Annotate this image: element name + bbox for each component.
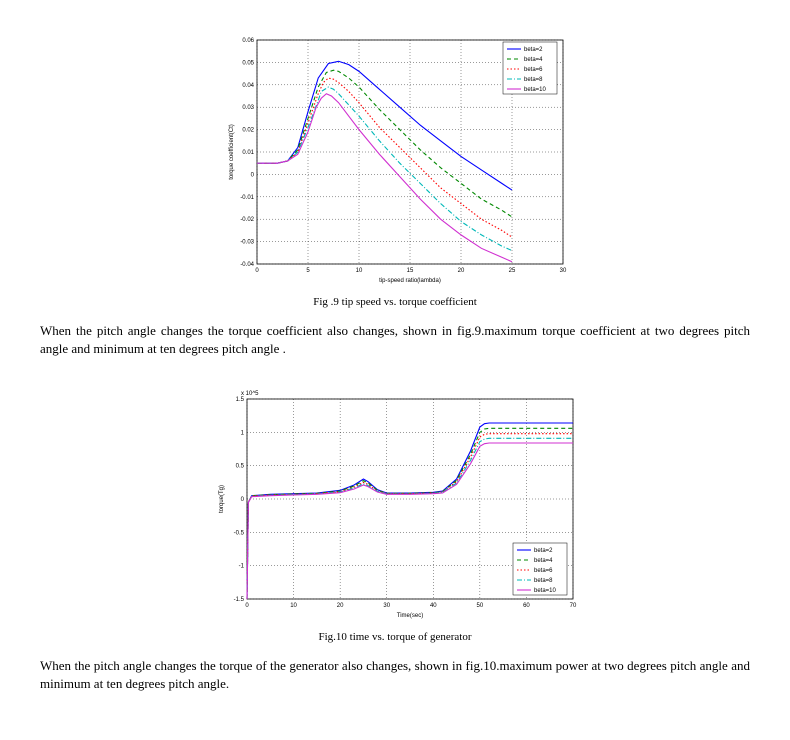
svg-text:30: 30 [383, 603, 390, 609]
svg-text:15: 15 [407, 268, 414, 274]
svg-text:50: 50 [477, 603, 484, 609]
svg-text:10: 10 [356, 268, 363, 274]
svg-text:-0.01: -0.01 [240, 195, 254, 201]
svg-text:-0.02: -0.02 [240, 217, 254, 223]
svg-text:beta=2: beta=2 [524, 47, 543, 53]
svg-text:torque coefficient(Ct): torque coefficient(Ct) [229, 124, 235, 180]
svg-text:1.5: 1.5 [236, 397, 245, 403]
svg-text:beta=6: beta=6 [534, 568, 553, 574]
svg-text:beta=10: beta=10 [534, 588, 557, 594]
svg-text:-1.5: -1.5 [234, 597, 245, 603]
svg-text:beta=4: beta=4 [524, 57, 543, 63]
svg-text:0.5: 0.5 [236, 464, 245, 470]
svg-text:25: 25 [509, 268, 516, 274]
svg-text:-0.03: -0.03 [240, 240, 254, 246]
svg-text:0.05: 0.05 [242, 60, 254, 66]
svg-text:beta=2: beta=2 [534, 548, 553, 554]
svg-text:0.03: 0.03 [242, 105, 254, 111]
svg-text:beta=10: beta=10 [524, 87, 547, 93]
svg-text:0: 0 [241, 497, 245, 503]
svg-text:10: 10 [290, 603, 297, 609]
chart-10: 0 10 20 30 40 50 60 70 -1.5 -1 -0.5 0 0.5 1 1.5 Time(se… [205, 385, 585, 625]
svg-text:20: 20 [337, 603, 344, 609]
svg-text:0.01: 0.01 [242, 150, 254, 156]
svg-text:beta=8: beta=8 [524, 77, 543, 83]
svg-text:beta=8: beta=8 [534, 578, 553, 584]
figure-10-block: 0 10 20 30 40 50 60 70 -1.5 -1 -0.5 0 0.5 1 1.5 Time(se… [40, 385, 750, 643]
svg-text:torque(Tg): torque(Tg) [219, 485, 225, 513]
svg-text:0: 0 [251, 172, 255, 178]
svg-text:5: 5 [306, 268, 310, 274]
svg-text:40: 40 [430, 603, 437, 609]
svg-text:20: 20 [458, 268, 465, 274]
chart-9: 0 5 10 15 20 25 30 -0.04 -0.03 -0.02 -0.01 0 0.01 0.0… [215, 30, 575, 290]
svg-text:30: 30 [560, 268, 567, 274]
svg-text:Time(sec): Time(sec) [397, 613, 423, 619]
svg-text:-0.04: -0.04 [240, 262, 254, 268]
figure-10-caption: Fig.10 time vs. torque of generator [40, 631, 750, 643]
svg-text:60: 60 [523, 603, 530, 609]
svg-text:tip-speed ratio(lambda): tip-speed ratio(lambda) [379, 278, 441, 284]
svg-text:-1: -1 [239, 564, 245, 570]
svg-text:x 10^5: x 10^5 [241, 391, 259, 397]
svg-text:0.04: 0.04 [242, 83, 254, 89]
paragraph-1: When the pitch angle changes the torque … [40, 322, 750, 357]
svg-text:1: 1 [241, 430, 245, 436]
svg-text:beta=6: beta=6 [524, 67, 543, 73]
svg-text:-0.5: -0.5 [234, 530, 245, 536]
svg-text:70: 70 [570, 603, 577, 609]
svg-text:beta=4: beta=4 [534, 558, 553, 564]
svg-text:0: 0 [255, 268, 259, 274]
svg-text:0.02: 0.02 [242, 128, 254, 134]
paragraph-2: When the pitch angle changes the torque … [40, 657, 750, 692]
figure-9-block: 0 5 10 15 20 25 30 -0.04 -0.03 -0.02 -0.01 0 0.01 0.0… [40, 30, 750, 308]
svg-text:0.06: 0.06 [242, 38, 254, 44]
svg-text:0: 0 [245, 603, 249, 609]
figure-9-caption: Fig .9 tip speed vs. torque coefficient [40, 296, 750, 308]
